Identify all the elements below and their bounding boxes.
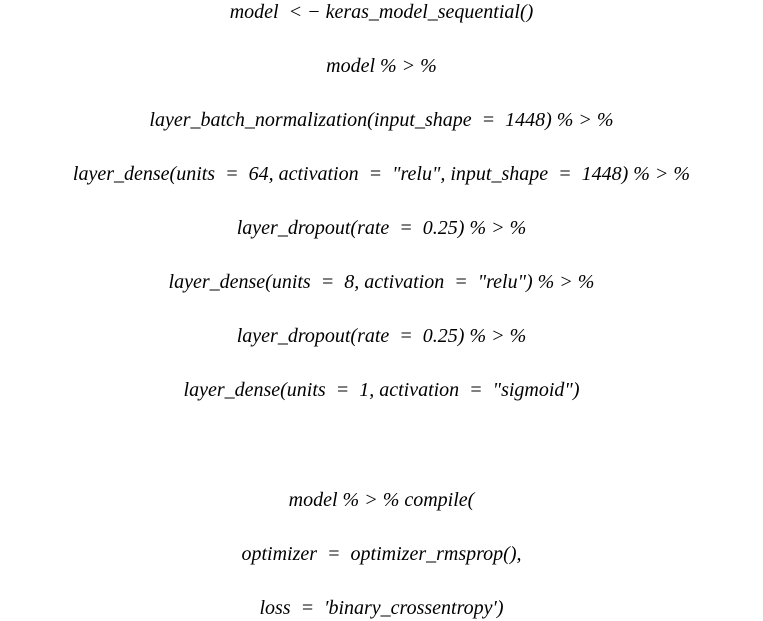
code-line-dense-1-sigmoid: layer_dense(units = 1, activation = "sig…	[183, 379, 580, 401]
code-line-batch-normalization: layer_batch_normalization(input_shape = …	[149, 109, 614, 131]
code-line-dense-64: layer_dense(units = 64, activation = "re…	[72, 163, 691, 185]
code-line-model-pipe: model % > %	[326, 55, 437, 77]
code-line-compile: model % > % compile(	[288, 489, 475, 511]
code-line-model-assign: model < − keras_model_sequential()	[229, 1, 534, 23]
code-line-dropout-1: layer_dropout(rate = 0.25) % > %	[236, 217, 527, 239]
code-line-dropout-2: layer_dropout(rate = 0.25) % > %	[236, 325, 527, 347]
code-line-loss: loss = ′binary_crossentropy′)	[259, 597, 504, 619]
code-line-optimizer: optimizer = optimizer_rmsprop(),	[241, 543, 522, 565]
code-line-dense-8: layer_dense(units = 8, activation = "rel…	[168, 271, 595, 293]
